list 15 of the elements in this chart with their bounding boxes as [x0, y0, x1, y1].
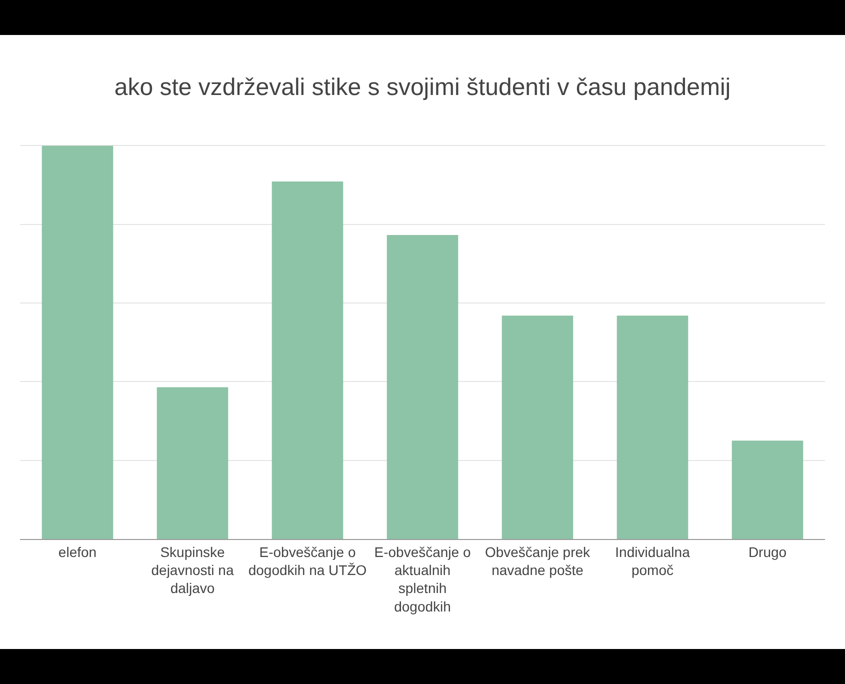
- bar: [732, 440, 804, 539]
- bar: [616, 316, 688, 539]
- bar: [502, 316, 574, 539]
- x-tick-label: Drugo: [748, 544, 787, 560]
- x-tick-label: E-obveščanje o aktualnih spletnih dogodkih: [374, 544, 471, 614]
- x-tick-label: Skupinske dejavnosti na daljavo: [151, 544, 234, 596]
- bar: [156, 387, 228, 539]
- bar: [386, 234, 458, 539]
- x-tick-label: elefon: [58, 544, 97, 560]
- bar: [272, 181, 344, 539]
- chart-title: ako ste vzdrževali stike s svojimi študenti v času pandemij: [114, 74, 731, 101]
- x-tick-label: E-obveščanje o dogodkih na UTŽO: [248, 544, 367, 578]
- bar: [42, 146, 114, 539]
- x-tick-label: Obveščanje prek navadne pošte: [484, 544, 592, 578]
- x-tick-label: Individualna pomoč: [615, 544, 690, 578]
